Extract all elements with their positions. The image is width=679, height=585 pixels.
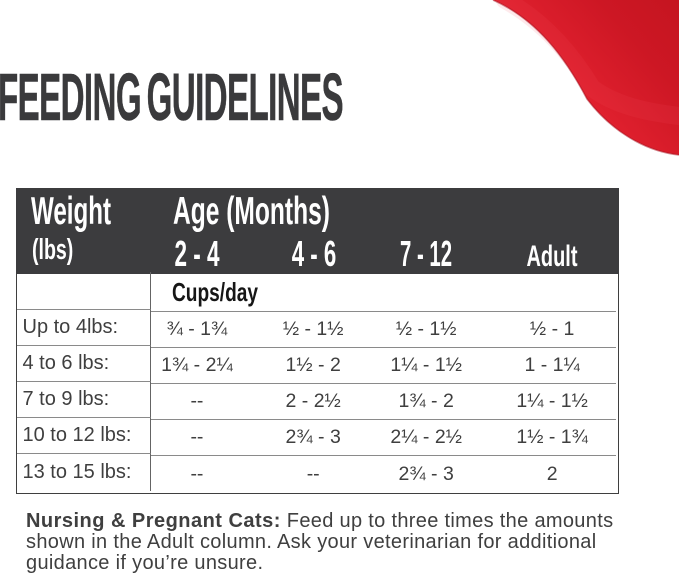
note-line-1: Nursing & Pregnant Cats: Feed up to thre… (26, 509, 646, 532)
units-label: Cups/day (171, 277, 258, 307)
row-label: Up to 4lbs: (16, 308, 151, 345)
swoosh-sheen (496, 0, 679, 125)
units-row-empty-cell (17, 271, 151, 309)
cell-value: 1¾ - 2¼ (150, 346, 255, 383)
units-row-cell: Cups/day (151, 274, 617, 311)
table-body: Cups/day Up to 4lbs: ¾ - 1¾ ½ - 1½ ½ - 1… (15, 271, 619, 494)
swoosh-edge-shade (492, 0, 679, 156)
cell-value: -- (254, 454, 373, 494)
note-line-1-rest: Feed up to three times the amounts (286, 509, 614, 532)
cell-value: -- (150, 382, 255, 419)
page-title: FEEDING GUIDELINES (0, 60, 344, 135)
row-label: 7 to 9 lbs: (16, 380, 151, 417)
cell-value: 2 (480, 454, 617, 494)
cell-value: 1 - 1¼ (480, 346, 617, 383)
row-label: 13 to 15 lbs: (16, 452, 151, 491)
cell-value: 1¼ - 1½ (372, 346, 481, 383)
table-header: Weight (lbs) Age (Months) 2 - 4 4 - 6 7 … (15, 188, 619, 275)
cell-value: ½ - 1½ (254, 310, 373, 347)
header-col-4-6: 4 - 6 (291, 233, 337, 275)
cell-value: 2 - 2½ (254, 382, 373, 419)
swoosh-shape (493, 0, 679, 155)
row-label: 4 to 6 lbs: (16, 344, 151, 381)
note-line-3: guidance if you’re unsure. (26, 551, 264, 574)
cell-value: ¾ - 1¾ (150, 310, 255, 347)
header-age-group-label: Age (Months) (173, 190, 330, 234)
cell-value: ½ - 1 (480, 310, 617, 347)
cell-value: -- (150, 418, 255, 455)
cell-value: 2¾ - 3 (372, 454, 481, 494)
note-bold-label: Nursing & Pregnant Cats: (26, 509, 281, 532)
cell-value: 1½ - 2 (254, 346, 373, 383)
cell-value: 2¾ - 3 (254, 418, 373, 455)
red-corner-swoosh (492, 0, 679, 156)
feeding-table: Weight (lbs) Age (Months) 2 - 4 4 - 6 7 … (15, 188, 619, 494)
header-weight-unit: (lbs) (31, 233, 73, 266)
cell-value: 2¼ - 2½ (372, 418, 481, 455)
cell-value: 1½ - 1¾ (480, 418, 617, 455)
cell-value: 1¾ - 2 (372, 382, 481, 419)
header-col-adult: Adult (526, 240, 578, 274)
cell-value: ½ - 1½ (372, 310, 481, 347)
note-line-2: shown in the Adult column. Ask your vete… (26, 530, 597, 553)
header-weight-label: Weight (31, 190, 112, 234)
header-col-7-12: 7 - 12 (400, 233, 453, 275)
header-col-2-4: 2 - 4 (173, 233, 220, 275)
cell-value: 1¼ - 1½ (480, 382, 617, 419)
nursing-note: Nursing & Pregnant Cats: Feed up to thre… (26, 509, 646, 574)
cell-value: -- (150, 454, 255, 494)
row-label: 10 to 12 lbs: (16, 416, 151, 453)
